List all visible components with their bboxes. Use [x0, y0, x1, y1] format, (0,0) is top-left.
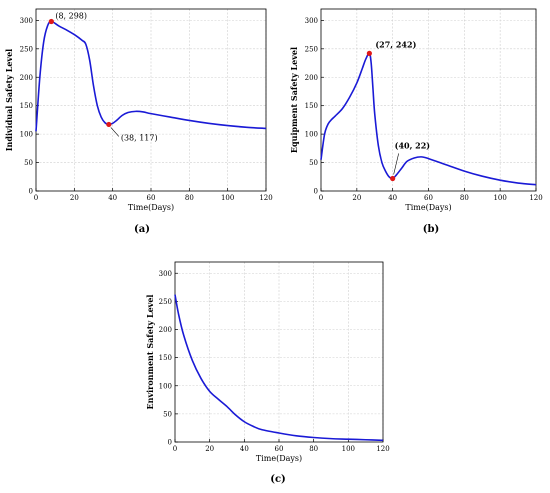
x-tick-label: 100 [493, 194, 506, 202]
x-tick-label: 40 [108, 194, 117, 202]
y-tick-label: 300 [305, 17, 318, 25]
y-tick-label: 150 [20, 102, 33, 110]
x-tick-label: 60 [424, 194, 433, 202]
y-axis-label: Equipment Safety Level [289, 47, 299, 153]
x-tick-label: 60 [275, 445, 284, 453]
y-tick-label: 0 [314, 188, 318, 196]
y-tick-label: 0 [168, 439, 172, 447]
y-tick-label: 200 [159, 326, 172, 334]
series-line [320, 52, 537, 186]
y-tick-label: 50 [309, 159, 318, 167]
y-tick-label: 50 [24, 159, 33, 167]
x-tick-label: 40 [240, 445, 249, 453]
chart-panel-c: 0 20 40 60 80 100 120 0 50 100 150 200 250 300 Time(Da… [145, 261, 390, 485]
annotation-label: (38, 117) [121, 133, 158, 142]
y-tick-label: 100 [20, 131, 33, 139]
annotation-point [390, 175, 396, 182]
annotation-label: (8, 298) [55, 12, 87, 21]
series-line [174, 294, 384, 442]
annotation-leader [393, 153, 399, 175]
chart-panel-a: 0 20 40 60 80 100 120 0 50 100 150 200 250 300 Time(Da… [4, 8, 273, 235]
x-tick-label: 40 [388, 194, 397, 202]
y-tick-label: 0 [29, 188, 33, 196]
x-tick-label: 120 [259, 194, 272, 202]
annotation-label: (27, 242) [375, 39, 416, 49]
y-tick-label: 50 [163, 410, 172, 418]
x-tick-label: 100 [221, 194, 234, 202]
y-tick-label: 250 [20, 45, 33, 53]
annotation-label: (40, 22) [395, 140, 431, 150]
y-axis-label: Environment Safety Level [145, 295, 155, 410]
x-tick-label: 0 [319, 194, 323, 202]
annotation-point [48, 18, 54, 25]
annotation-leader [110, 127, 120, 137]
y-tick-label: 200 [20, 74, 33, 82]
y-axis-label: Individual Safety Level [4, 49, 14, 151]
x-tick-label: 100 [342, 445, 355, 453]
panel-label: (c) [270, 474, 286, 485]
x-axis-label: Time(Days) [256, 454, 302, 463]
y-tick-label: 100 [305, 131, 318, 139]
x-tick-label: 0 [34, 194, 38, 202]
annotation-point [366, 50, 372, 56]
y-tick-label: 200 [305, 74, 318, 82]
y-tick-label: 250 [159, 298, 172, 306]
x-tick-label: 20 [205, 445, 214, 453]
chart-panel-b: 0 20 40 60 80 100 120 0 50 100 150 200 250 300 Time(Da… [289, 8, 543, 235]
y-tick-label: 100 [159, 382, 172, 390]
plot-frame [174, 261, 384, 443]
y-tick-label: 250 [305, 45, 318, 53]
x-tick-label: 20 [352, 194, 361, 202]
panel-label: (a) [134, 224, 150, 235]
panel-label: (b) [423, 224, 439, 235]
x-tick-label: 80 [185, 194, 194, 202]
series-line [35, 20, 267, 132]
x-tick-label: 0 [173, 445, 177, 453]
x-tick-label: 60 [147, 194, 156, 202]
x-tick-label: 120 [529, 194, 542, 202]
x-tick-label: 80 [460, 194, 469, 202]
y-tick-label: 150 [159, 354, 172, 362]
x-tick-label: 120 [376, 445, 389, 453]
y-tick-label: 300 [159, 270, 172, 278]
y-tick-label: 150 [305, 102, 318, 110]
annotation-point [106, 121, 112, 128]
x-axis-label: Time(Days) [405, 203, 451, 212]
x-axis-label: Time(Days) [128, 203, 174, 212]
x-tick-label: 20 [70, 194, 79, 202]
x-tick-label: 80 [309, 445, 318, 453]
y-tick-label: 300 [20, 17, 33, 25]
